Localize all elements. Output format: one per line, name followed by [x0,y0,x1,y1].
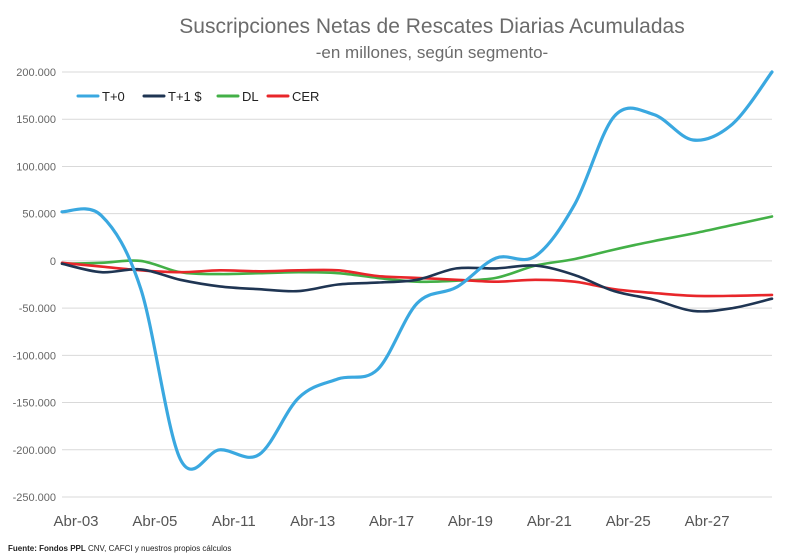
x-axis-ticks: Abr-03 Abr-05 Abr-11 Abr-13 Abr-17 Abr-19 Abr-… [53,513,729,530]
source-bold: Fuente: Fondos PPL [8,544,86,553]
x-tick-label: Abr-25 [606,513,651,530]
x-tick-label: Abr-13 [290,513,335,530]
legend-label: T+0 [102,89,125,104]
series-line-t-1 [60,262,774,313]
source-rest: CNV, CAFCI y nuestros propios cálculos [86,544,232,553]
legend-label: DL [242,89,259,104]
y-tick-label: 100.000 [16,161,56,173]
source-note: Fuente: Fondos PPL CNV, CAFCI y nuestros… [8,544,231,553]
gridlines [62,71,772,498]
x-tick-label: Abr-19 [448,513,493,530]
x-tick-label: Abr-11 [212,513,256,530]
y-axis-ticks: 200.000 150.000 100.000 50.000 0 -50.000 -100.… [13,67,56,504]
chart-subtitle: -en millones, según segmento- [316,43,548,62]
legend: T+0 T+1 $ DL CER [76,89,319,104]
x-tick-label: Abr-17 [369,513,414,530]
y-tick-label: -50.000 [19,303,56,315]
y-tick-label: 50.000 [22,209,56,221]
y-tick-label: 200.000 [16,67,56,79]
x-tick-label: Abr-21 [527,513,572,530]
series-lines [60,70,774,471]
series-line-cer [60,261,774,298]
y-tick-label: -250.000 [13,492,56,504]
x-tick-label: Abr-05 [132,513,177,530]
y-tick-label: -200.000 [13,445,56,457]
y-tick-label: 0 [50,256,56,268]
legend-label: CER [292,89,319,104]
y-tick-label: 150.000 [16,114,56,126]
series-line-t-0 [60,70,774,471]
x-tick-label: Abr-03 [53,513,98,530]
legend-label: T+1 $ [168,89,202,104]
chart-title: Suscripciones Netas de Rescates Diarias … [179,15,684,38]
y-tick-label: -100.000 [13,350,56,362]
x-tick-label: Abr-27 [685,513,730,530]
y-tick-label: -150.000 [13,398,56,410]
